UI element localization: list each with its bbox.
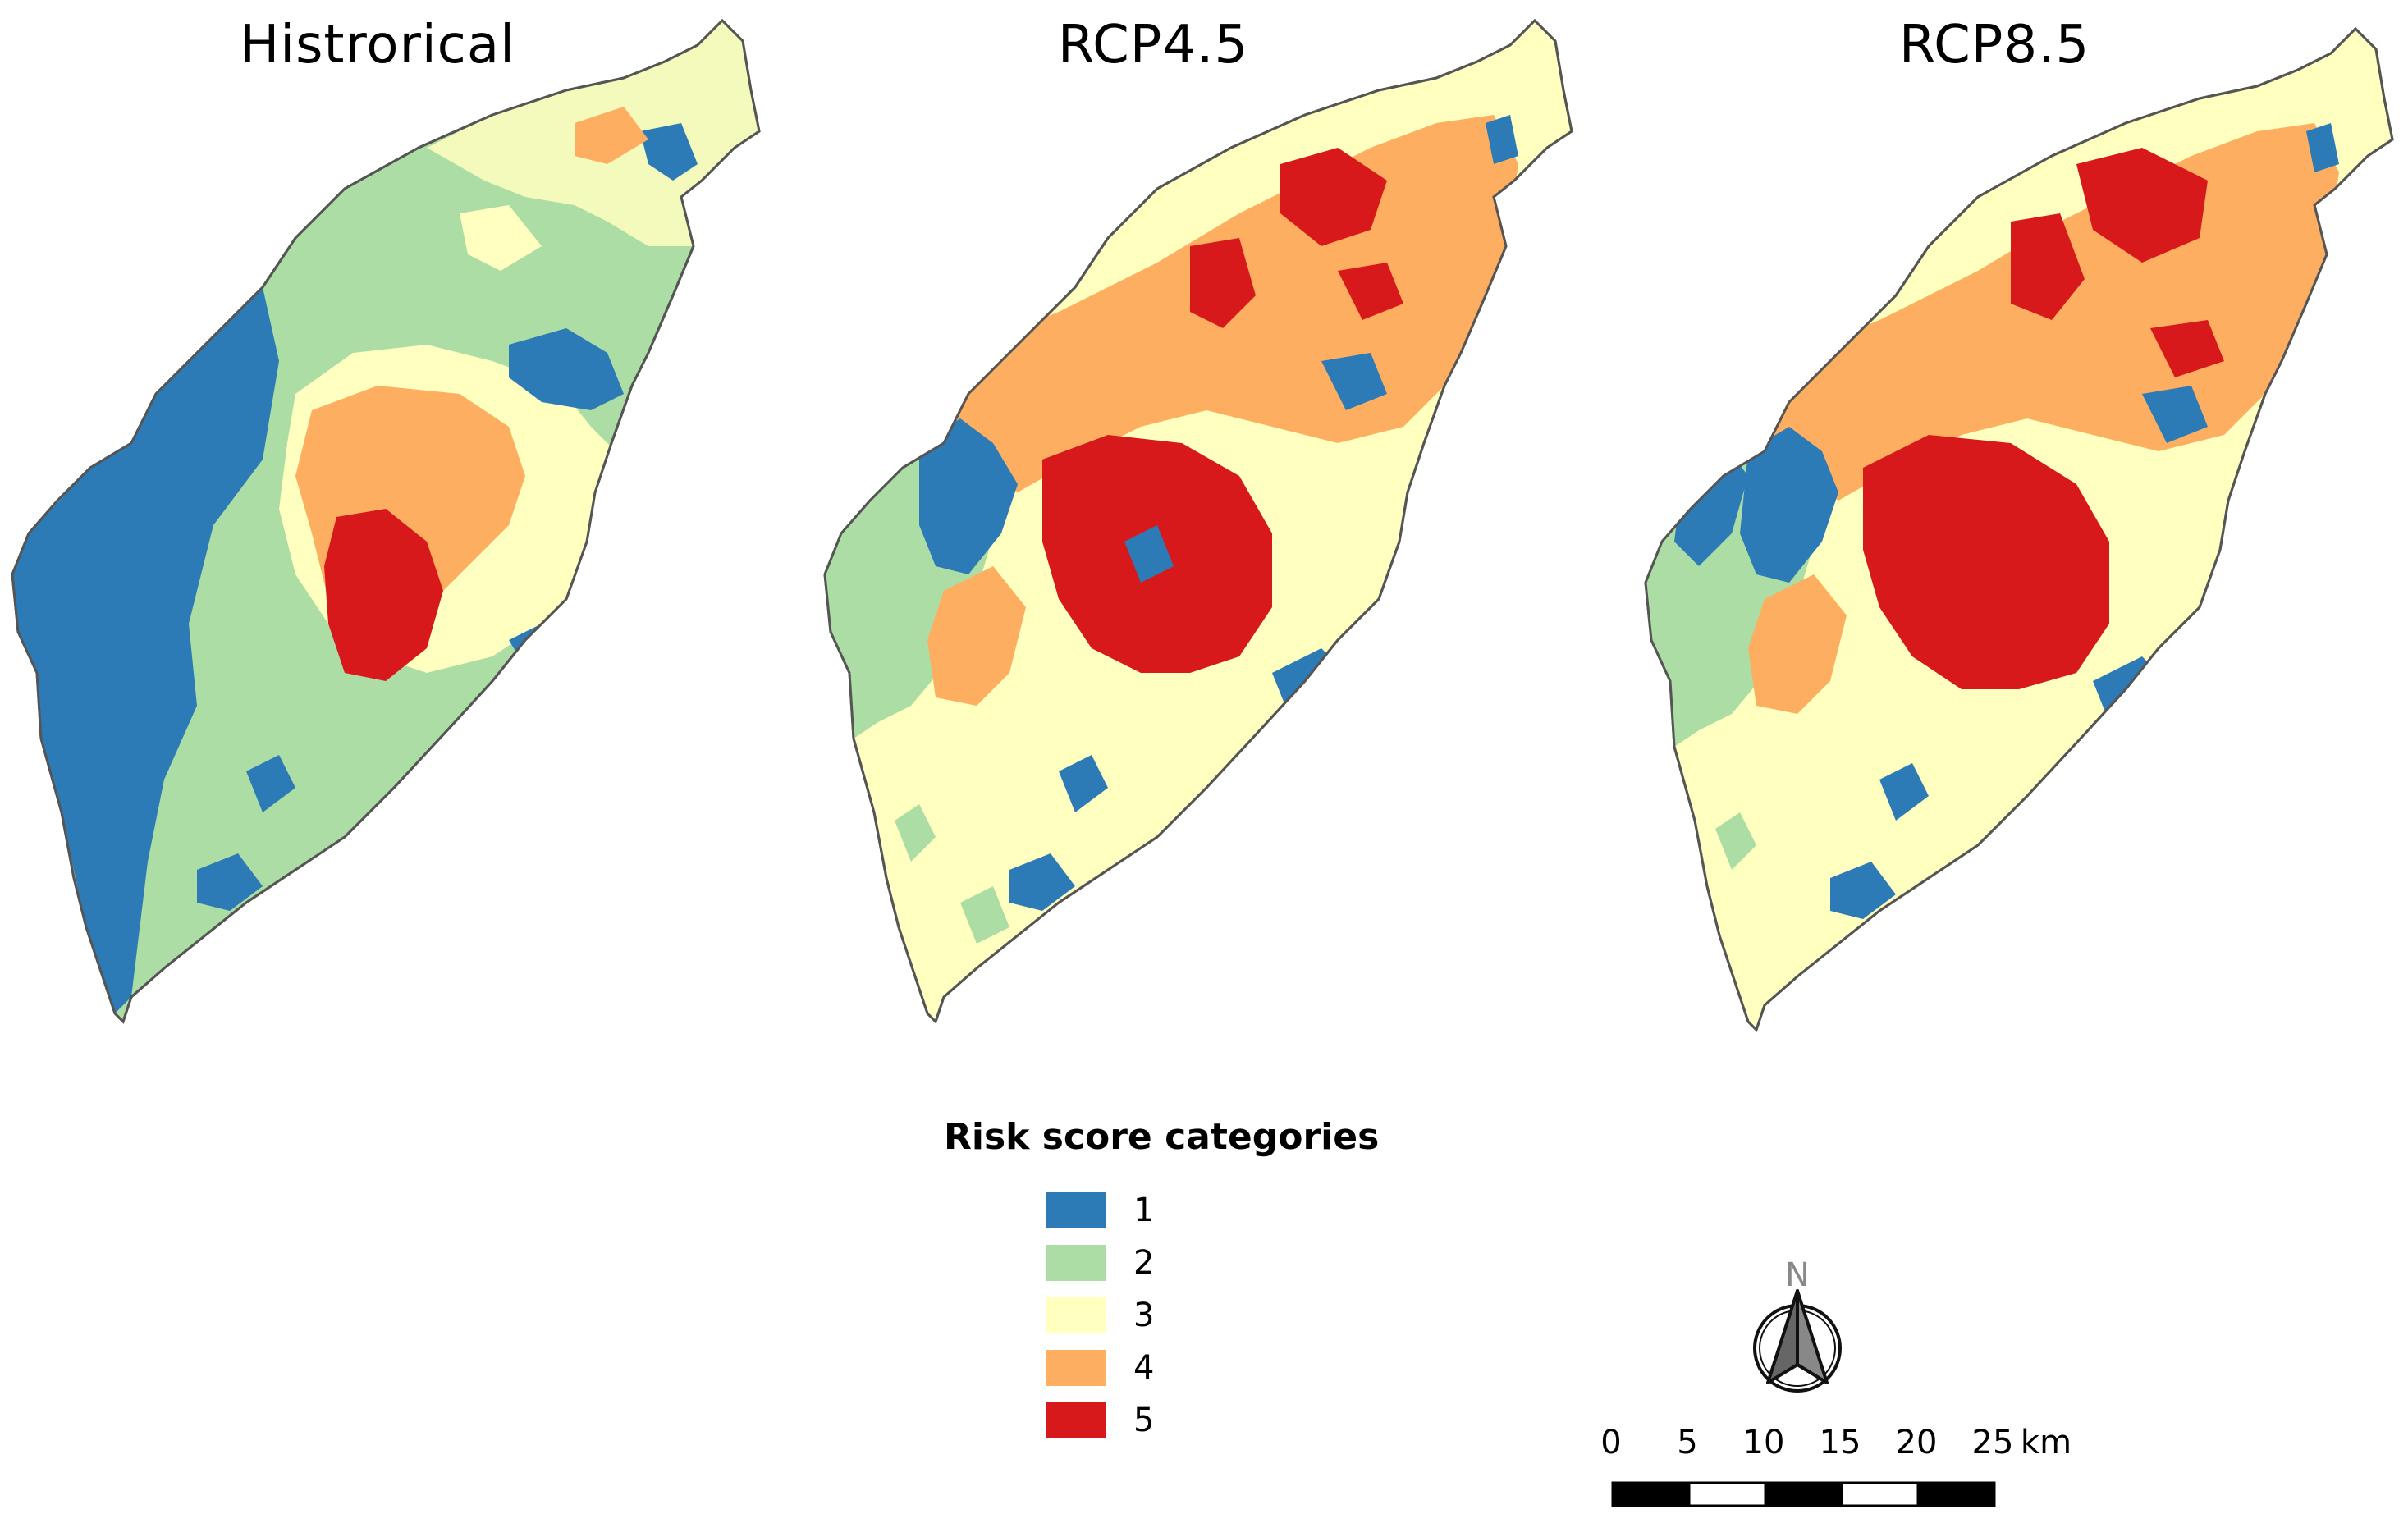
map-panel-historical — [11, 19, 761, 1023]
legend-item-4: 4 — [1046, 1342, 1379, 1394]
scale-tick-10: 10 — [1742, 1424, 1785, 1461]
legend-item-2: 2 — [1046, 1237, 1379, 1289]
legend: Risk score categories 1 2 3 4 5 — [944, 1116, 1379, 1447]
legend-label-4: 4 — [1133, 1349, 1155, 1387]
legend-swatch-3 — [1046, 1297, 1106, 1333]
legend-swatch-5 — [1046, 1402, 1106, 1438]
scale-tick-20: 20 — [1895, 1424, 1938, 1461]
legend-label-1: 1 — [1133, 1191, 1155, 1229]
legend-swatch-2 — [1046, 1245, 1106, 1281]
legend-item-3: 3 — [1046, 1289, 1379, 1342]
scale-tick-5: 5 — [1677, 1424, 1698, 1461]
legend-title: Risk score categories — [944, 1116, 1380, 1158]
scale-bar: 0 5 10 15 20 25 km — [1596, 1424, 2105, 1507]
map-panel-rcp45 — [823, 19, 1573, 1023]
scale-tick-15: 15 — [1819, 1424, 1861, 1461]
legend-swatch-1 — [1046, 1192, 1106, 1228]
scale-bar-graphic — [1611, 1481, 1996, 1507]
legend-label-2: 2 — [1133, 1244, 1155, 1282]
island-maps — [11, 19, 2394, 1031]
map-panel-rcp85 — [1644, 27, 2394, 1031]
legend-item-1: 1 — [1046, 1184, 1379, 1237]
scale-unit: km — [2020, 1424, 2072, 1461]
map-title-rcp45: RCP4.5 — [1057, 15, 1249, 75]
legend-label-3: 3 — [1133, 1297, 1155, 1334]
scale-tick-25: 25 — [1971, 1424, 2014, 1461]
map-title-historical: Histrorical — [240, 15, 515, 75]
north-label: N — [1785, 1256, 1810, 1294]
north-arrow-icon: N — [1753, 1256, 1842, 1393]
legend-label-5: 5 — [1133, 1402, 1155, 1439]
legend-item-5: 5 — [1046, 1394, 1379, 1447]
scale-tick-0: 0 — [1600, 1424, 1622, 1461]
map-title-rcp85: RCP8.5 — [1898, 15, 2090, 75]
legend-swatch-4 — [1046, 1350, 1106, 1386]
scale-bar-labels: 0 5 10 15 20 25 km — [1596, 1424, 2105, 1465]
